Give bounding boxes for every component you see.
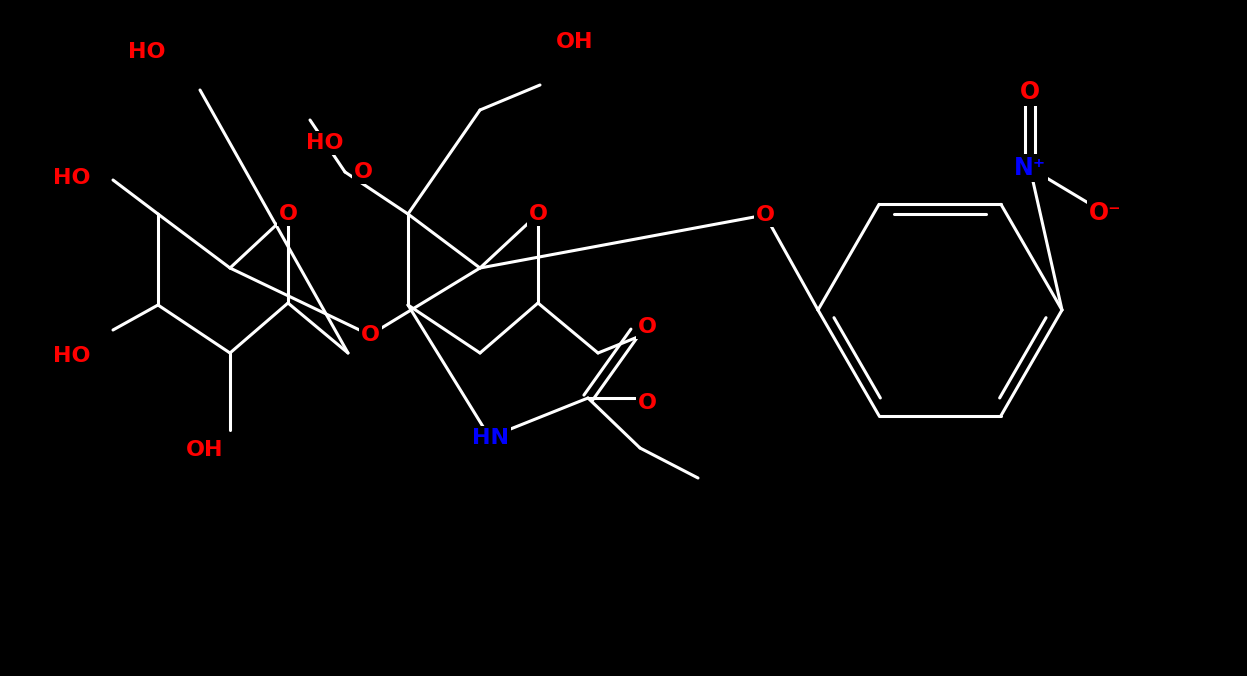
Text: O: O (756, 205, 774, 225)
Text: HO: HO (307, 133, 344, 153)
Text: O: O (353, 162, 373, 182)
Text: HO: HO (54, 346, 91, 366)
Text: N⁺: N⁺ (1014, 156, 1046, 180)
Text: O: O (529, 204, 547, 224)
Text: HN: HN (471, 428, 509, 448)
Text: O: O (637, 317, 656, 337)
Text: OH: OH (186, 440, 223, 460)
Text: O: O (637, 393, 656, 413)
Text: O⁻: O⁻ (1089, 201, 1121, 225)
Text: O: O (360, 325, 379, 345)
Text: O: O (1020, 80, 1040, 104)
Text: OH: OH (556, 32, 594, 52)
Text: HO: HO (128, 42, 166, 62)
Text: HO: HO (54, 168, 91, 188)
Text: O: O (278, 204, 298, 224)
